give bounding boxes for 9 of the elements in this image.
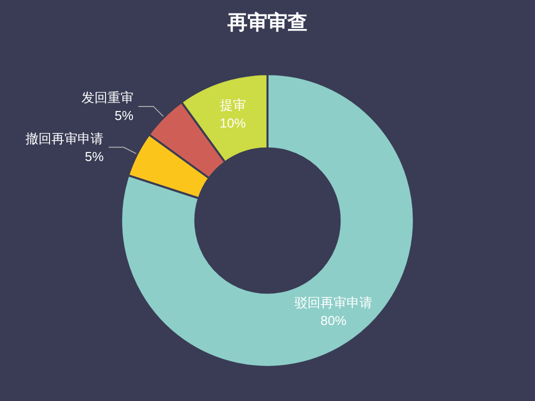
slice-label: 提审 xyxy=(220,97,246,112)
data-label: 5% xyxy=(114,108,134,123)
slice-label: 发回重审 xyxy=(81,90,134,105)
chart-title: 再审审查 xyxy=(226,11,308,34)
slice-label: 撤回再审申请 xyxy=(26,130,104,146)
data-label: 80% xyxy=(320,312,347,328)
data-label: 10% xyxy=(220,115,246,130)
data-label: 5% xyxy=(84,148,104,164)
slice-label: 驳回再审申请 xyxy=(294,294,372,310)
